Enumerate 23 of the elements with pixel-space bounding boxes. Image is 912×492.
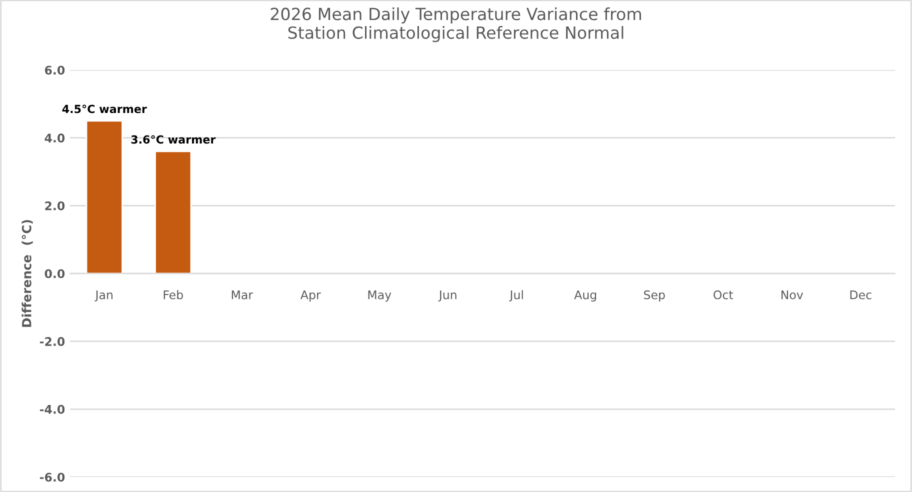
y-tick-label: -6.0 [40, 472, 65, 482]
x-tick-label: Sep [644, 290, 665, 302]
data-label: 4.5°C warmer [62, 104, 147, 114]
x-tick-label: Jul [509, 290, 523, 302]
x-tick-label: May [368, 290, 392, 302]
x-tick-label: Feb [164, 290, 183, 300]
x-tick-label: Jan [94, 290, 112, 302]
x-tick-label: Apr [300, 290, 321, 302]
x-tick-label: Jun [438, 290, 456, 302]
x-tick-label: Oct [714, 290, 734, 300]
y-axis-title: Difference (°C) [22, 220, 33, 327]
y-tick-label: 4.0 [44, 134, 65, 142]
y-tick-label: -4.0 [40, 404, 65, 414]
x-tick-label: Mar [232, 290, 254, 300]
chart-title: 2026 Mean Daily Temperature Variance from Station Climatological Reference Normal [270, 7, 641, 42]
x-tick-label: Aug [574, 290, 596, 302]
x-tick-label: Nov [782, 290, 804, 300]
y-tick-label: -2.0 [40, 337, 65, 346]
y-tick-label: 6.0 [44, 66, 65, 75]
x-tick-label: Dec [850, 290, 872, 300]
y-tick-label: 0.0 [44, 269, 65, 278]
data-label: 3.6°C warmer [131, 135, 216, 144]
y-tick-label: 2.0 [45, 201, 65, 210]
